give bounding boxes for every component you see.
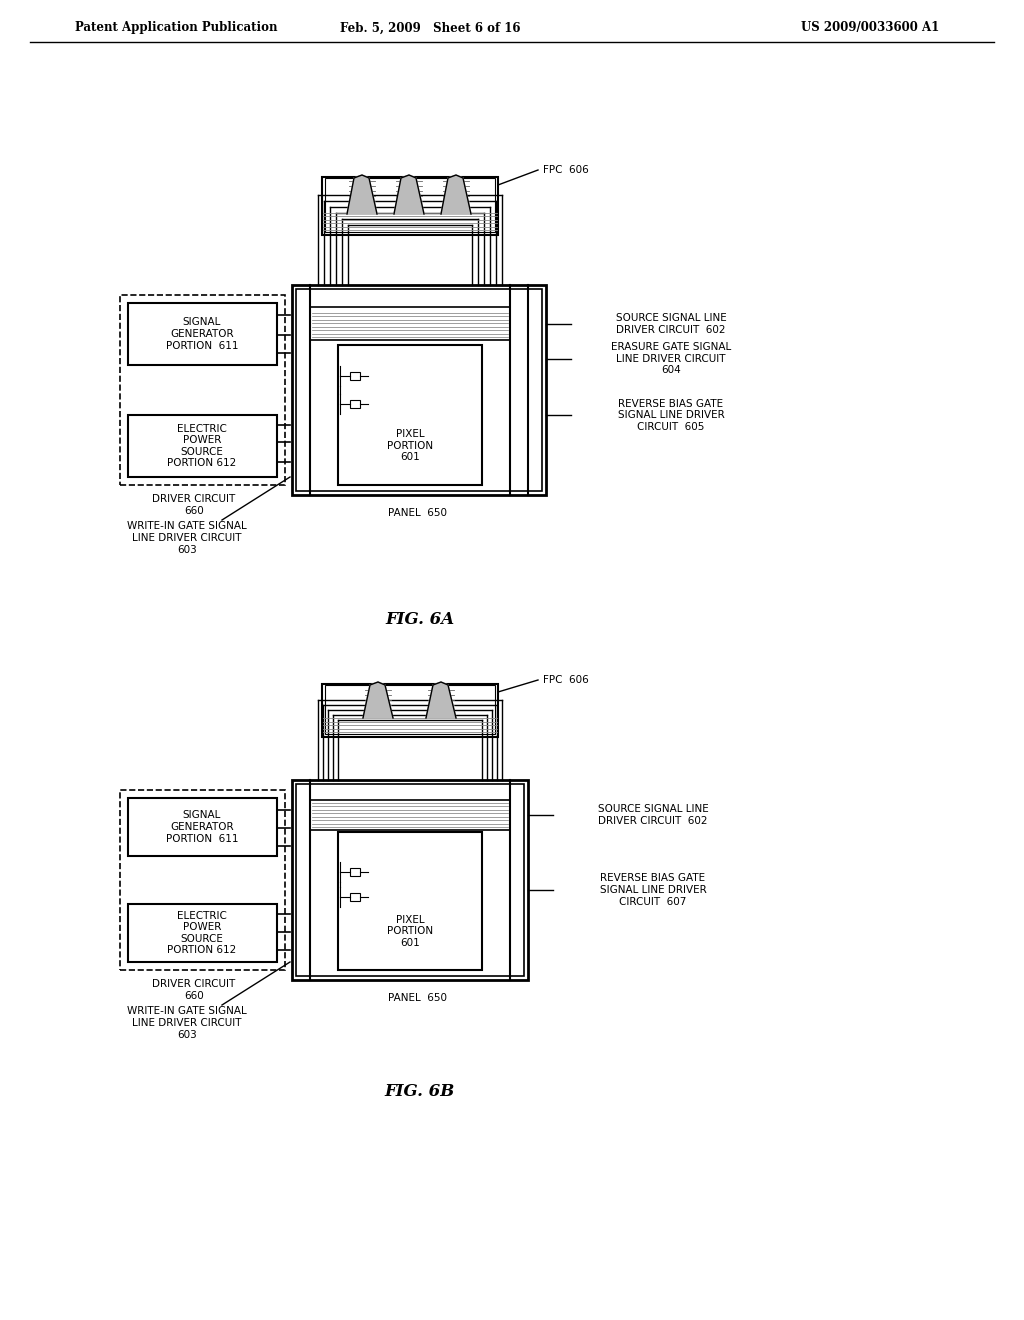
Text: REVERSE BIAS GATE
SIGNAL LINE DRIVER
CIRCUIT  607: REVERSE BIAS GATE SIGNAL LINE DRIVER CIR…: [600, 874, 707, 907]
Text: FPC  606: FPC 606: [543, 165, 589, 176]
Text: PIXEL
PORTION
601: PIXEL PORTION 601: [387, 915, 433, 948]
Text: SOURCE SIGNAL LINE
DRIVER CIRCUIT  602: SOURCE SIGNAL LINE DRIVER CIRCUIT 602: [598, 804, 709, 826]
Bar: [310, 308, 510, 341]
Bar: [350, 894, 360, 902]
Text: FIG. 6B: FIG. 6B: [385, 1084, 455, 1101]
Bar: [120, 294, 285, 484]
Text: SIGNAL
GENERATOR
PORTION  611: SIGNAL GENERATOR PORTION 611: [166, 810, 239, 843]
Bar: [325, 685, 495, 734]
Bar: [322, 684, 498, 737]
Bar: [296, 784, 524, 975]
Bar: [120, 789, 285, 970]
Text: ELECTRIC
POWER
SOURCE
PORTION 612: ELECTRIC POWER SOURCE PORTION 612: [167, 911, 237, 956]
Text: FPC  606: FPC 606: [543, 675, 589, 685]
Bar: [350, 400, 360, 408]
Text: WRITE-IN GATE SIGNAL
LINE DRIVER CIRCUIT
603: WRITE-IN GATE SIGNAL LINE DRIVER CIRCUIT…: [127, 1006, 247, 1040]
Text: Feb. 5, 2009   Sheet 6 of 16: Feb. 5, 2009 Sheet 6 of 16: [340, 21, 520, 34]
Polygon shape: [426, 682, 456, 718]
Bar: [325, 178, 495, 232]
Bar: [128, 904, 278, 962]
Polygon shape: [347, 176, 377, 214]
Text: PANEL  650: PANEL 650: [388, 993, 447, 1003]
Bar: [128, 799, 278, 855]
Bar: [322, 177, 498, 235]
Text: US 2009/0033600 A1: US 2009/0033600 A1: [801, 21, 939, 34]
Bar: [338, 345, 482, 484]
Text: WRITE-IN GATE SIGNAL
LINE DRIVER CIRCUIT
603: WRITE-IN GATE SIGNAL LINE DRIVER CIRCUIT…: [127, 521, 247, 554]
Text: Patent Application Publication: Patent Application Publication: [75, 21, 278, 34]
Polygon shape: [441, 176, 471, 214]
Text: ERASURE GATE SIGNAL
LINE DRIVER CIRCUIT
604: ERASURE GATE SIGNAL LINE DRIVER CIRCUIT …: [611, 342, 731, 375]
Bar: [350, 869, 360, 876]
Polygon shape: [362, 682, 393, 718]
Bar: [292, 285, 546, 495]
Text: FIG. 6A: FIG. 6A: [385, 611, 455, 628]
Text: SIGNAL
GENERATOR
PORTION  611: SIGNAL GENERATOR PORTION 611: [166, 317, 239, 351]
Text: PIXEL
PORTION
601: PIXEL PORTION 601: [387, 429, 433, 462]
Bar: [296, 289, 542, 491]
Bar: [128, 304, 278, 366]
Bar: [292, 780, 528, 979]
Text: DRIVER CIRCUIT
660: DRIVER CIRCUIT 660: [153, 494, 236, 516]
Text: REVERSE BIAS GATE
SIGNAL LINE DRIVER
CIRCUIT  605: REVERSE BIAS GATE SIGNAL LINE DRIVER CIR…: [617, 399, 724, 432]
Bar: [310, 800, 510, 830]
Text: SOURCE SIGNAL LINE
DRIVER CIRCUIT  602: SOURCE SIGNAL LINE DRIVER CIRCUIT 602: [615, 313, 726, 335]
Text: DRIVER CIRCUIT
660: DRIVER CIRCUIT 660: [153, 979, 236, 1001]
Bar: [350, 372, 360, 380]
Text: ELECTRIC
POWER
SOURCE
PORTION 612: ELECTRIC POWER SOURCE PORTION 612: [167, 424, 237, 469]
Bar: [128, 414, 278, 477]
Polygon shape: [394, 176, 424, 214]
Text: PANEL  650: PANEL 650: [388, 508, 447, 517]
Bar: [338, 832, 482, 970]
